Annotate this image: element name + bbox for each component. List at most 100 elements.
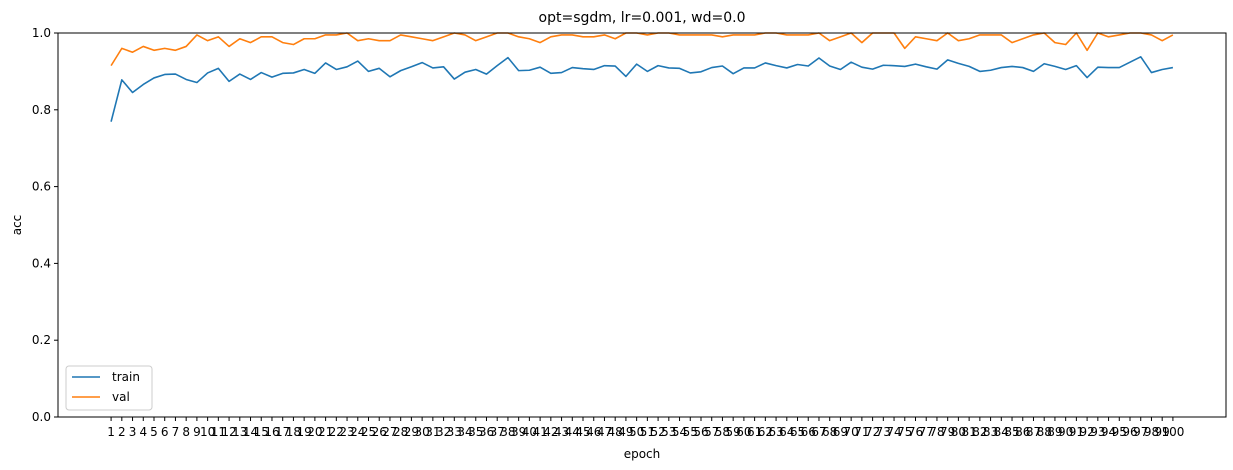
data-point-val (561, 34, 563, 36)
data-point-train (732, 73, 734, 75)
data-point-val (421, 38, 423, 40)
data-point-val (110, 65, 112, 67)
data-point-train (539, 66, 541, 68)
data-point-val (1022, 38, 1024, 40)
x-tick-label: 69 (833, 425, 848, 439)
x-tick-label: 89 (1047, 425, 1062, 439)
x-tick-label: 20 (307, 425, 322, 439)
data-point-train (486, 73, 488, 75)
data-point-train (1129, 61, 1131, 63)
data-point-train (1151, 72, 1153, 74)
data-point-train (904, 66, 906, 68)
data-point-val (132, 51, 134, 53)
data-point-val (218, 36, 220, 38)
data-point-train (529, 69, 531, 71)
y-tick-label: 0.2 (32, 333, 51, 347)
data-point-train (421, 62, 423, 64)
data-point-train (346, 66, 348, 68)
x-tick-label: 99 (1155, 425, 1170, 439)
x-tick-label: 28 (393, 425, 408, 439)
data-point-val (336, 34, 338, 36)
data-point-train (700, 71, 702, 73)
x-tick-label: 45 (575, 425, 590, 439)
data-point-train (550, 73, 552, 75)
x-tick-label: 83 (983, 425, 998, 439)
legend-label-train: train (112, 370, 140, 384)
data-point-val (700, 34, 702, 36)
x-tick-label: 71 (854, 425, 869, 439)
data-point-train (604, 65, 606, 67)
data-point-train (711, 67, 713, 69)
data-point-train (260, 72, 262, 74)
data-point-train (1161, 69, 1163, 71)
data-point-train (936, 68, 938, 70)
data-point-train (164, 74, 166, 76)
data-point-train (775, 65, 777, 67)
data-point-train (925, 66, 927, 68)
data-point-val (915, 36, 917, 38)
data-point-val (1011, 42, 1013, 44)
data-point-train (271, 76, 273, 78)
x-tick-label: 22 (329, 425, 344, 439)
data-point-val (1108, 36, 1110, 38)
data-point-val (293, 44, 295, 46)
data-point-val (1161, 40, 1163, 42)
data-point-train (1097, 66, 1099, 68)
data-point-val (142, 46, 144, 48)
y-tick-label: 0.4 (32, 256, 51, 270)
x-tick-label: 42 (543, 425, 558, 439)
x-tick-label: 38 (500, 425, 515, 439)
data-point-train (175, 73, 177, 75)
x-tick-label: 76 (908, 425, 923, 439)
data-point-train (807, 65, 809, 67)
legend-label-val: val (112, 390, 130, 404)
data-point-val (443, 36, 445, 38)
x-tick-label: 74 (886, 425, 901, 439)
data-point-val (432, 40, 434, 42)
data-point-train (303, 69, 305, 71)
x-tick-label: 68 (822, 425, 837, 439)
data-point-train (861, 66, 863, 68)
data-point-train (958, 63, 960, 65)
data-point-train (153, 77, 155, 79)
x-tick-label: 95 (1112, 425, 1127, 439)
x-tick-label: 31 (425, 425, 440, 439)
data-point-val (325, 34, 327, 36)
x-tick-label: 93 (1090, 425, 1105, 439)
data-point-val (936, 40, 938, 42)
data-point-val (840, 36, 842, 38)
data-point-val (604, 34, 606, 36)
data-point-val (185, 46, 187, 48)
data-point-val (679, 34, 681, 36)
data-point-train (668, 67, 670, 69)
data-point-train (561, 72, 563, 74)
data-point-val (754, 34, 756, 36)
x-tick-label: 80 (951, 425, 966, 439)
data-point-val (904, 48, 906, 50)
data-point-train (743, 67, 745, 69)
data-point-train (132, 92, 134, 94)
data-point-val (400, 34, 402, 36)
data-point-val (550, 36, 552, 38)
data-point-val (614, 38, 616, 40)
data-point-val (797, 34, 799, 36)
x-tick-label: 79 (940, 425, 955, 439)
x-tick-label: 24 (350, 425, 365, 439)
x-tick-label: 18 (286, 425, 301, 439)
chart-marks: 0.00.20.40.60.81.01 2 3 4 5 6 7 8 9 1011121314151… (32, 26, 1184, 439)
x-tick-label: 5 (150, 425, 158, 439)
data-point-train (915, 63, 917, 65)
x-tick-label: 46 (586, 425, 601, 439)
data-point-train (582, 68, 584, 70)
x-tick-label: 2 (118, 425, 126, 439)
series-line-val (110, 32, 1174, 67)
x-tick-label: 15 (254, 425, 269, 439)
x-tick-label: 47 (597, 425, 612, 439)
data-point-val (357, 40, 359, 42)
data-point-val (529, 38, 531, 40)
data-point-train (786, 67, 788, 69)
data-point-val (990, 34, 992, 36)
x-tick-label: 53 (661, 425, 676, 439)
data-point-val (1033, 34, 1035, 36)
data-point-val (829, 40, 831, 42)
